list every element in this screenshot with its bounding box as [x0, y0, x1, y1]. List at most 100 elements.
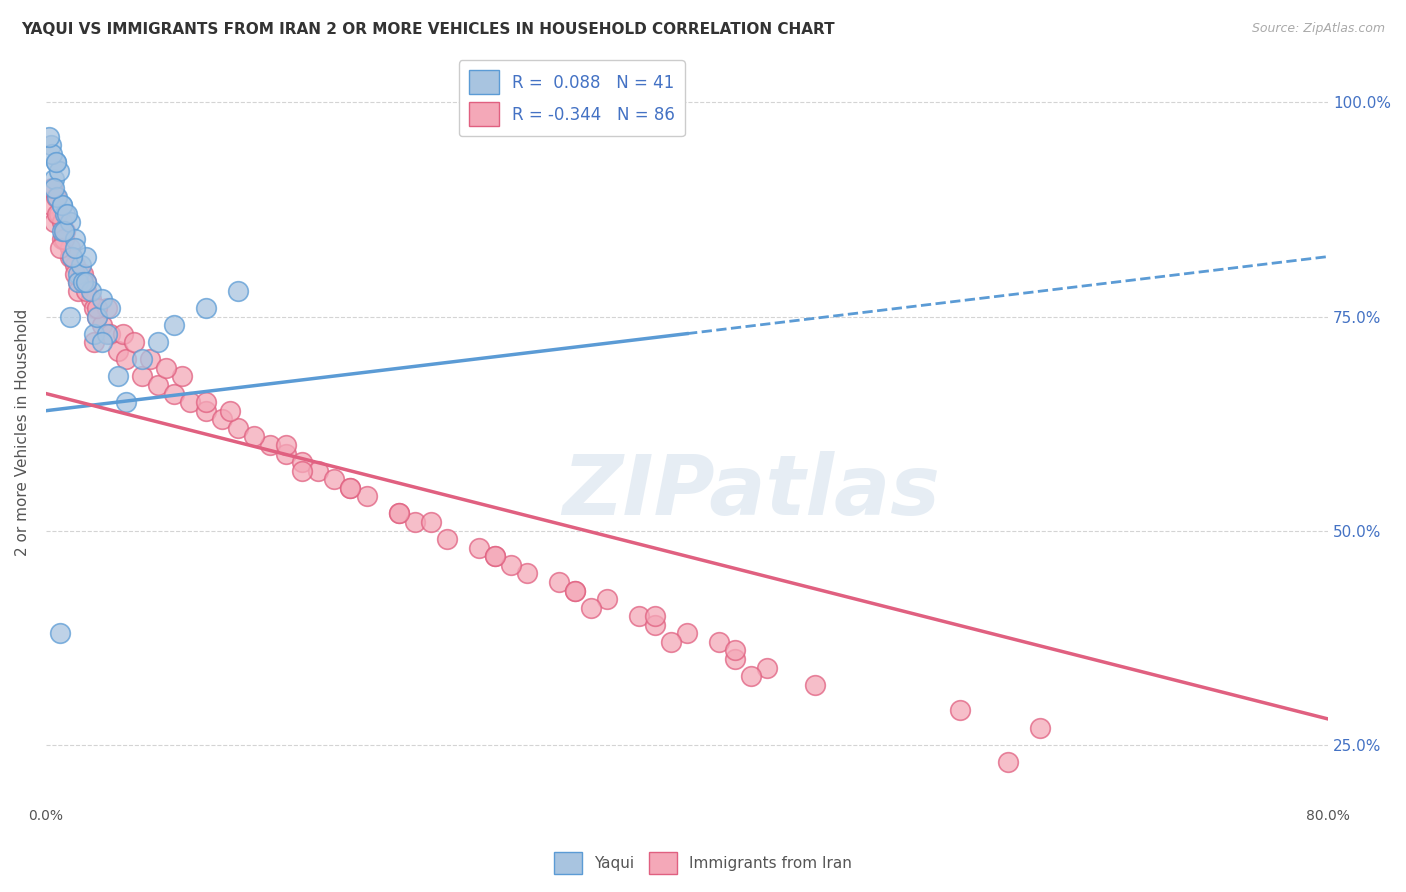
Point — [72, 267, 94, 281]
Point — [53, 224, 76, 238]
Point — [53, 207, 76, 221]
Point — [83, 301, 105, 315]
Point — [66, 267, 89, 281]
Point — [91, 335, 114, 350]
Point — [195, 301, 218, 315]
Point — [404, 515, 426, 529]
Point — [107, 369, 129, 384]
Point — [516, 566, 538, 581]
Point — [219, 403, 242, 417]
Point — [804, 678, 827, 692]
Point — [596, 592, 619, 607]
Point — [484, 549, 506, 564]
Point — [307, 464, 329, 478]
Point — [83, 335, 105, 350]
Point — [291, 455, 314, 469]
Point — [91, 293, 114, 307]
Point — [436, 532, 458, 546]
Point — [323, 472, 346, 486]
Y-axis label: 2 or more Vehicles in Household: 2 or more Vehicles in Household — [15, 309, 30, 556]
Point — [75, 284, 97, 298]
Point — [997, 755, 1019, 769]
Point — [98, 326, 121, 341]
Point — [51, 232, 73, 246]
Point — [627, 609, 650, 624]
Point — [60, 250, 83, 264]
Point — [163, 318, 186, 332]
Point — [51, 215, 73, 229]
Point — [115, 352, 138, 367]
Point — [579, 600, 602, 615]
Point — [419, 515, 441, 529]
Point — [195, 403, 218, 417]
Point — [96, 301, 118, 315]
Point — [42, 181, 65, 195]
Point — [45, 155, 67, 169]
Point — [59, 215, 82, 229]
Point — [122, 335, 145, 350]
Point — [59, 310, 82, 324]
Point — [38, 129, 60, 144]
Point — [51, 198, 73, 212]
Point — [49, 626, 72, 640]
Point — [75, 275, 97, 289]
Point — [42, 172, 65, 186]
Point — [211, 412, 233, 426]
Point — [66, 284, 89, 298]
Point — [49, 241, 72, 255]
Point — [195, 395, 218, 409]
Point — [131, 369, 153, 384]
Point — [70, 258, 93, 272]
Point — [226, 284, 249, 298]
Point — [83, 326, 105, 341]
Point — [41, 146, 63, 161]
Point — [59, 241, 82, 255]
Point — [39, 138, 62, 153]
Point — [42, 215, 65, 229]
Point — [48, 164, 70, 178]
Point — [467, 541, 489, 555]
Point — [56, 207, 79, 221]
Point — [115, 395, 138, 409]
Point — [564, 583, 586, 598]
Point — [39, 198, 62, 212]
Point — [80, 293, 103, 307]
Text: Source: ZipAtlas.com: Source: ZipAtlas.com — [1251, 22, 1385, 36]
Legend: R =  0.088   N = 41, R = -0.344   N = 86: R = 0.088 N = 41, R = -0.344 N = 86 — [458, 61, 685, 136]
Point — [70, 267, 93, 281]
Point — [387, 507, 409, 521]
Point — [1028, 721, 1050, 735]
Point — [339, 481, 361, 495]
Point — [243, 429, 266, 443]
Point — [72, 275, 94, 289]
Point — [59, 250, 82, 264]
Point — [45, 189, 67, 203]
Point — [75, 275, 97, 289]
Point — [60, 250, 83, 264]
Point — [724, 643, 747, 657]
Point — [547, 574, 569, 589]
Point — [51, 224, 73, 238]
Point — [291, 464, 314, 478]
Point — [139, 352, 162, 367]
Point — [96, 326, 118, 341]
Point — [163, 386, 186, 401]
Point — [63, 232, 86, 246]
Point — [276, 446, 298, 460]
Point — [484, 549, 506, 564]
Point — [740, 669, 762, 683]
Point — [52, 232, 75, 246]
Point — [387, 507, 409, 521]
Point — [339, 481, 361, 495]
Point — [172, 369, 194, 384]
Legend: Yaqui, Immigrants from Iran: Yaqui, Immigrants from Iran — [548, 846, 858, 880]
Point — [46, 207, 69, 221]
Point — [155, 360, 177, 375]
Point — [80, 284, 103, 298]
Point — [724, 652, 747, 666]
Point — [66, 275, 89, 289]
Point — [356, 489, 378, 503]
Point — [48, 207, 70, 221]
Point — [146, 378, 169, 392]
Point — [276, 438, 298, 452]
